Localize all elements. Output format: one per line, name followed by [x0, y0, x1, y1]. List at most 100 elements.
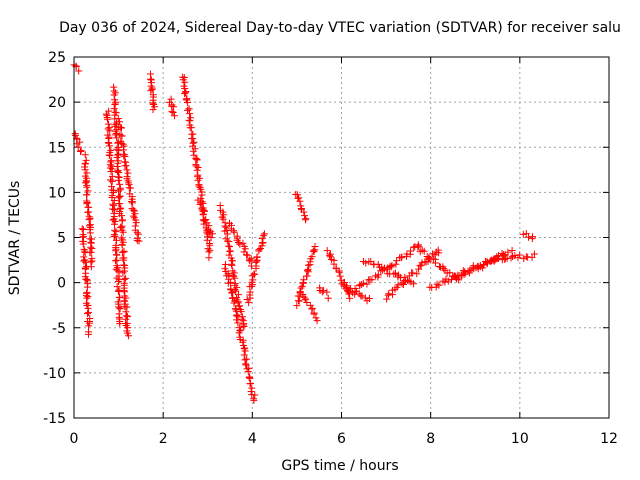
data-point [104, 125, 112, 133]
data-point [229, 271, 237, 279]
data-point [525, 233, 533, 241]
data-point [522, 230, 530, 238]
data-point [122, 162, 130, 170]
data-point [88, 244, 96, 252]
data-point [233, 316, 241, 324]
y-tick-label: -15 [43, 411, 66, 427]
data-point [234, 319, 242, 327]
data-point [132, 219, 140, 227]
data-point [124, 169, 132, 177]
data-point [234, 239, 242, 247]
data-point [234, 298, 242, 306]
data-point [122, 274, 130, 282]
data-point [112, 257, 120, 265]
data-point [295, 194, 303, 202]
data-point [87, 239, 95, 247]
data-point [493, 254, 501, 262]
data-point [233, 311, 241, 319]
y-tick-label: -5 [52, 321, 66, 337]
data-point [230, 227, 238, 235]
data-point [365, 295, 373, 303]
data-point [205, 228, 213, 236]
data-point [516, 251, 524, 259]
data-point [113, 145, 121, 153]
data-point [88, 257, 96, 265]
data-point [480, 260, 488, 268]
data-point [112, 236, 120, 244]
data-point [434, 246, 442, 254]
data-point [441, 278, 449, 286]
data-point [296, 197, 304, 205]
data-point [311, 243, 319, 251]
data-point [81, 151, 89, 159]
data-point [194, 176, 202, 184]
data-point [120, 152, 128, 160]
data-point [123, 303, 131, 311]
data-point [239, 338, 247, 346]
data-point [105, 151, 113, 159]
data-point [120, 248, 128, 256]
data-point [248, 384, 256, 392]
data-point [84, 187, 92, 195]
data-point [299, 279, 307, 287]
y-tick-label: -10 [43, 366, 66, 382]
data-point [79, 240, 87, 248]
data-point [110, 196, 118, 204]
data-point [208, 230, 216, 238]
x-tick-label: 4 [248, 431, 257, 447]
y-axis-title: SDTVAR / TECUs [7, 181, 23, 296]
data-point [301, 212, 309, 220]
data-point [85, 322, 93, 330]
data-point [182, 89, 190, 97]
data-point [342, 282, 350, 290]
x-tick-label: 2 [159, 431, 168, 447]
data-point [349, 289, 357, 297]
data-point [84, 304, 92, 312]
data-point [181, 90, 189, 98]
data-point [335, 268, 343, 276]
data-point [167, 95, 175, 103]
data-point [397, 254, 405, 262]
data-point [224, 230, 232, 238]
data-point [410, 280, 418, 288]
data-point [415, 242, 423, 250]
data-point [193, 166, 201, 174]
data-point [358, 292, 366, 300]
data-point [134, 230, 142, 238]
data-point [148, 85, 156, 93]
data-point [118, 212, 126, 220]
data-point [460, 271, 468, 279]
data-point [323, 247, 331, 255]
data-point [147, 75, 155, 83]
data-point [196, 174, 204, 182]
data-point [76, 138, 84, 146]
data-point [243, 355, 251, 363]
data-point [225, 242, 233, 250]
y-tick-label: 25 [48, 50, 66, 66]
data-point [241, 356, 249, 364]
data-point [114, 176, 122, 184]
data-point [251, 270, 259, 278]
data-point [258, 235, 266, 243]
data-point [519, 230, 527, 238]
data-point [80, 245, 88, 253]
data-point [71, 131, 79, 139]
grid-lines [74, 57, 609, 418]
data-point [81, 247, 89, 255]
data-point [113, 153, 121, 161]
data-point [260, 230, 268, 238]
data-point [149, 106, 157, 114]
data-point [297, 284, 305, 292]
data-point [529, 233, 537, 241]
data-point [403, 276, 411, 284]
data-point [82, 156, 90, 164]
data-point [87, 263, 95, 271]
data-point [74, 143, 82, 151]
data-point [413, 270, 421, 278]
data-point [298, 282, 306, 290]
data-point [302, 295, 310, 303]
data-point [106, 152, 114, 160]
x-tick-label: 0 [70, 431, 79, 447]
data-point [243, 296, 251, 304]
data-point [250, 270, 258, 278]
